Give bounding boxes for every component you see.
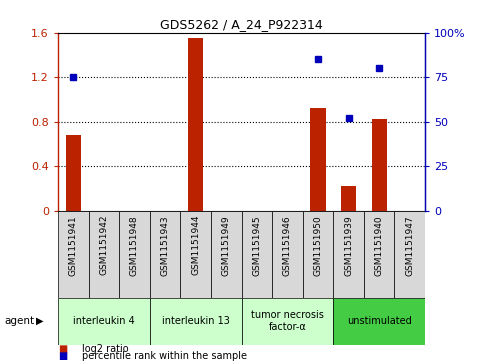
Bar [180, 211, 211, 298]
Text: GSM1151949: GSM1151949 [222, 215, 231, 276]
Text: agent: agent [5, 316, 35, 326]
Text: GSM1151939: GSM1151939 [344, 215, 353, 276]
Text: GSM1151947: GSM1151947 [405, 215, 414, 276]
Text: ■: ■ [58, 351, 67, 361]
Text: ▶: ▶ [36, 316, 44, 326]
Bar [58, 211, 88, 298]
Text: GSM1151945: GSM1151945 [252, 215, 261, 276]
Bar [311, 108, 326, 211]
Text: GSM1151948: GSM1151948 [130, 215, 139, 276]
Text: GSM1151943: GSM1151943 [160, 215, 170, 276]
Bar [303, 211, 333, 298]
Bar [333, 211, 364, 298]
Bar [66, 135, 81, 211]
Text: ■: ■ [58, 344, 67, 354]
Text: interleukin 13: interleukin 13 [162, 316, 229, 326]
Bar [395, 211, 425, 298]
Bar [341, 186, 356, 211]
Text: GSM1151950: GSM1151950 [313, 215, 323, 276]
Bar [150, 298, 242, 345]
Text: GSM1151942: GSM1151942 [99, 215, 108, 276]
Bar [364, 211, 395, 298]
Text: tumor necrosis
factor-α: tumor necrosis factor-α [251, 310, 324, 332]
Text: GSM1151946: GSM1151946 [283, 215, 292, 276]
Bar [58, 298, 150, 345]
Bar [211, 211, 242, 298]
Bar [188, 38, 203, 211]
Bar [272, 211, 303, 298]
Bar [119, 211, 150, 298]
Text: percentile rank within the sample: percentile rank within the sample [82, 351, 247, 361]
Bar [88, 211, 119, 298]
Text: interleukin 4: interleukin 4 [73, 316, 135, 326]
Bar [242, 298, 333, 345]
Text: unstimulated: unstimulated [347, 316, 412, 326]
Title: GDS5262 / A_24_P922314: GDS5262 / A_24_P922314 [160, 19, 323, 32]
Text: GSM1151940: GSM1151940 [375, 215, 384, 276]
Text: GSM1151941: GSM1151941 [69, 215, 78, 276]
Bar [333, 298, 425, 345]
Text: log2 ratio: log2 ratio [82, 344, 129, 354]
Bar [242, 211, 272, 298]
Bar [150, 211, 180, 298]
Text: GSM1151944: GSM1151944 [191, 215, 200, 276]
Bar [371, 119, 387, 211]
